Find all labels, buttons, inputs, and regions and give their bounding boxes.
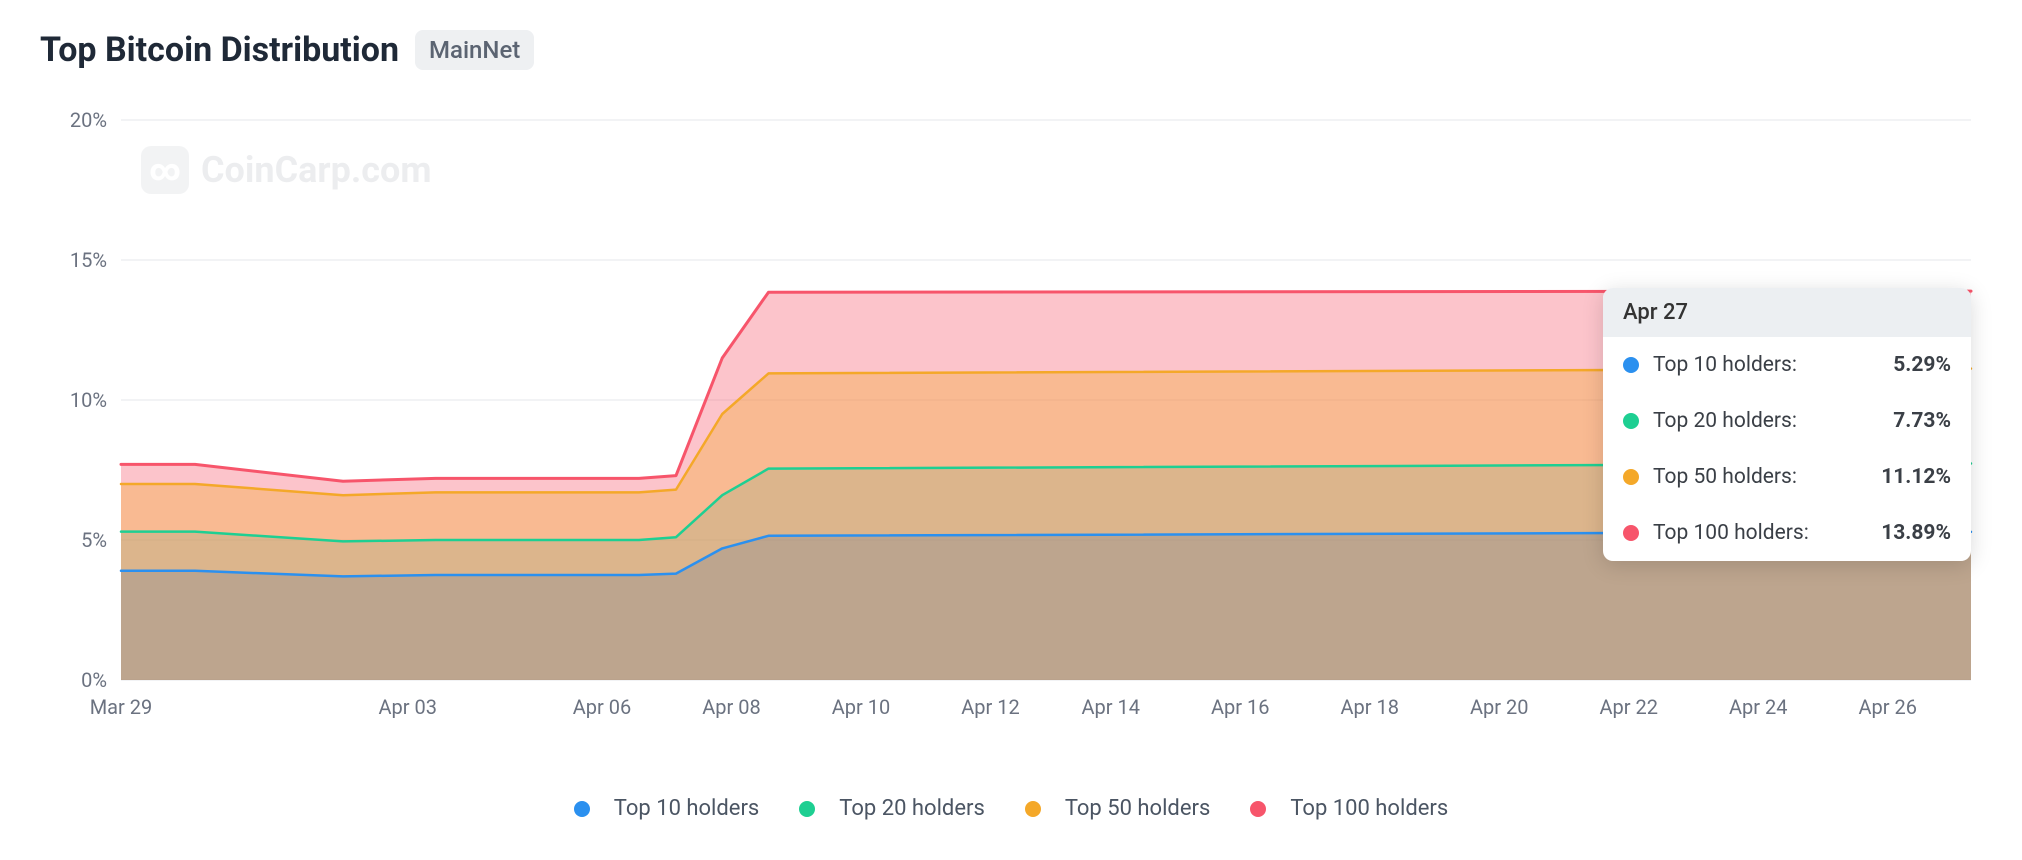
legend-label: Top 10 holders (614, 796, 760, 821)
chart-legend: Top 10 holders Top 20 holders Top 50 holde… (40, 796, 1982, 821)
network-badge: MainNet (415, 30, 534, 70)
tooltip-value: 11.12% (1881, 465, 1951, 489)
series-dot-icon (1623, 413, 1639, 429)
series-dot-icon (1623, 525, 1639, 541)
chart-header: Top Bitcoin Distribution MainNet (40, 30, 1982, 70)
legend-item[interactable]: Top 100 holders (1250, 796, 1448, 821)
tooltip-row: Top 100 holders: 13.89% (1603, 505, 1971, 561)
chart-title: Top Bitcoin Distribution (40, 30, 399, 70)
svg-text:Apr 14: Apr 14 (1082, 695, 1141, 719)
legend-dot-icon (574, 801, 590, 817)
legend-item[interactable]: Top 10 holders (574, 796, 760, 821)
svg-text:Apr 22: Apr 22 (1600, 695, 1659, 719)
legend-dot-icon (1025, 801, 1041, 817)
svg-text:Apr 03: Apr 03 (379, 695, 438, 719)
svg-text:Apr 12: Apr 12 (961, 695, 1020, 719)
tooltip-row: Top 10 holders: 5.29% (1603, 337, 1971, 393)
svg-text:Mar 29: Mar 29 (90, 695, 153, 719)
legend-label: Top 50 holders (1065, 796, 1211, 821)
svg-text:15%: 15% (70, 248, 107, 272)
tooltip-value: 7.73% (1893, 409, 1951, 433)
svg-text:Apr 20: Apr 20 (1470, 695, 1529, 719)
series-dot-icon (1623, 469, 1639, 485)
tooltip-row: Top 20 holders: 7.73% (1603, 393, 1971, 449)
svg-text:5%: 5% (81, 528, 107, 552)
legend-dot-icon (799, 801, 815, 817)
tooltip-date: Apr 27 (1603, 288, 1971, 337)
tooltip-value: 13.89% (1881, 521, 1951, 545)
svg-text:10%: 10% (70, 388, 107, 412)
tooltip-label: Top 20 holders: (1653, 409, 1883, 433)
watermark: ∞ CoinCarp.com (141, 146, 432, 194)
svg-text:Apr 10: Apr 10 (832, 695, 891, 719)
chart-tooltip: Apr 27 Top 10 holders: 5.29% Top 20 holder… (1603, 288, 1971, 561)
svg-text:20%: 20% (70, 110, 107, 132)
legend-label: Top 100 holders (1290, 796, 1448, 821)
series-dot-icon (1623, 357, 1639, 373)
svg-text:Apr 26: Apr 26 (1859, 695, 1918, 719)
svg-text:Apr 24: Apr 24 (1729, 695, 1788, 719)
tooltip-label: Top 100 holders: (1653, 521, 1871, 545)
legend-item[interactable]: Top 20 holders (799, 796, 985, 821)
tooltip-label: Top 10 holders: (1653, 353, 1883, 377)
watermark-text: CoinCarp.com (201, 149, 432, 191)
tooltip-row: Top 50 holders: 11.12% (1603, 449, 1971, 505)
tooltip-value: 5.29% (1893, 353, 1951, 377)
svg-text:Apr 18: Apr 18 (1341, 695, 1400, 719)
svg-text:Apr 06: Apr 06 (573, 695, 632, 719)
legend-label: Top 20 holders (839, 796, 985, 821)
svg-text:0%: 0% (81, 668, 107, 692)
legend-item[interactable]: Top 50 holders (1025, 796, 1211, 821)
legend-dot-icon (1250, 801, 1266, 817)
svg-text:Apr 16: Apr 16 (1211, 695, 1270, 719)
tooltip-label: Top 50 holders: (1653, 465, 1871, 489)
chart-container: 0% 5% 10% 15% 20% Mar 29 Apr 03 Apr 06 Apr 08 Apr… (41, 110, 1981, 780)
svg-text:Apr 08: Apr 08 (702, 695, 761, 719)
watermark-icon: ∞ (141, 146, 189, 194)
